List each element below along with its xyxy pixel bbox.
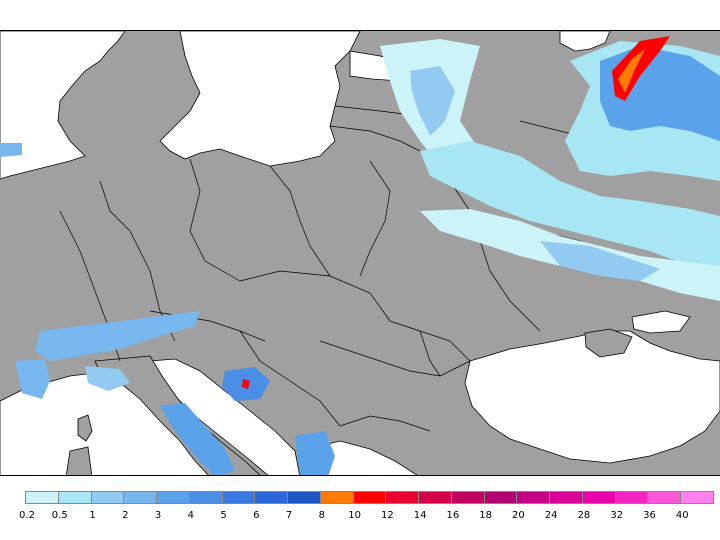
legend-tick-label: 36 bbox=[643, 510, 656, 521]
adriatic-sea bbox=[149, 358, 301, 475]
snow-patch-bosnia-peak bbox=[242, 379, 250, 389]
snow-patch-alps bbox=[35, 311, 200, 361]
legend-tick-label: 8 bbox=[318, 510, 326, 521]
legend-tick-label: 1 bbox=[89, 510, 96, 521]
sea-of-azov bbox=[631, 310, 691, 334]
legend-swatch bbox=[647, 491, 682, 504]
snow-patch-kola-peak bbox=[618, 49, 645, 93]
legend-swatch bbox=[385, 491, 420, 504]
legend-swatch bbox=[680, 491, 714, 504]
legend-tick-label: 18 bbox=[479, 510, 493, 521]
legend-swatch bbox=[287, 491, 321, 504]
legend-swatch bbox=[450, 491, 485, 504]
legend-swatch bbox=[483, 491, 518, 504]
snow-patch-uk-edge bbox=[0, 143, 22, 157]
legend-swatch bbox=[516, 491, 551, 504]
legend-swatch bbox=[123, 491, 158, 504]
snow-patch-italy bbox=[160, 403, 235, 475]
legend-tick-label: 2 bbox=[122, 510, 129, 521]
legend-swatch bbox=[254, 491, 289, 504]
legend-tick-label: 4 bbox=[187, 510, 194, 521]
legend-swatch bbox=[156, 491, 190, 504]
corsica bbox=[77, 414, 93, 442]
legend-swatch bbox=[188, 491, 223, 504]
snow-patch-albania bbox=[295, 431, 335, 475]
snow-patch-russia-central bbox=[420, 141, 720, 271]
legend-swatch bbox=[418, 491, 452, 504]
snow-patch-finland-core bbox=[410, 66, 455, 136]
legend-tick-label: 32 bbox=[610, 510, 624, 521]
legend-swatch bbox=[57, 491, 92, 504]
legend-tick-label: 14 bbox=[413, 510, 427, 521]
legend-tick-label: 0.5 bbox=[51, 510, 68, 521]
legend-swatch bbox=[25, 491, 59, 504]
legend-swatch bbox=[319, 491, 354, 504]
legend-tick-label: 0.2 bbox=[19, 510, 35, 521]
snowfall-overlay bbox=[0, 36, 720, 475]
legend-tick-label: 40 bbox=[675, 510, 689, 521]
legend-tick-label: 28 bbox=[577, 510, 591, 521]
legend-swatch bbox=[581, 491, 616, 504]
legend-swatch bbox=[549, 491, 583, 504]
legend-tick-label: 16 bbox=[446, 510, 460, 521]
white-sea bbox=[559, 31, 611, 52]
legend-tick-label: 5 bbox=[220, 510, 227, 521]
legend-swatch bbox=[90, 491, 125, 504]
legend-tick-label: 24 bbox=[544, 510, 558, 521]
map-panel bbox=[0, 30, 720, 476]
legend-tick-label: 6 bbox=[253, 510, 260, 521]
legend-swatch bbox=[614, 491, 649, 504]
snow-patch-russia-belt-2 bbox=[540, 241, 660, 281]
legend-swatch bbox=[352, 491, 387, 504]
legend-tick-label: 10 bbox=[348, 510, 361, 521]
legend-tick-label: 3 bbox=[154, 510, 162, 521]
legend-bar bbox=[25, 491, 714, 505]
legend-tick-label: 7 bbox=[285, 510, 293, 521]
baltic-sea bbox=[159, 31, 361, 167]
north-sea bbox=[0, 31, 126, 180]
crimea bbox=[584, 328, 633, 358]
snow-patch-riviera bbox=[15, 359, 50, 399]
legend-tick-label: 12 bbox=[381, 510, 394, 521]
europe-map bbox=[0, 31, 720, 475]
legend-swatch bbox=[221, 491, 256, 504]
legend-tick-label: 20 bbox=[512, 510, 525, 521]
sardinia bbox=[65, 446, 93, 475]
snow-patch-italy-north bbox=[85, 366, 130, 391]
